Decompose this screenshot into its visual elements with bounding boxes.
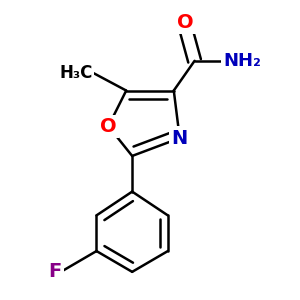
Text: O: O — [177, 13, 194, 32]
Text: O: O — [100, 117, 117, 136]
Text: N: N — [172, 129, 188, 148]
Text: NH₂: NH₂ — [223, 52, 261, 70]
Text: H₃C: H₃C — [59, 64, 92, 82]
Text: F: F — [48, 262, 62, 281]
